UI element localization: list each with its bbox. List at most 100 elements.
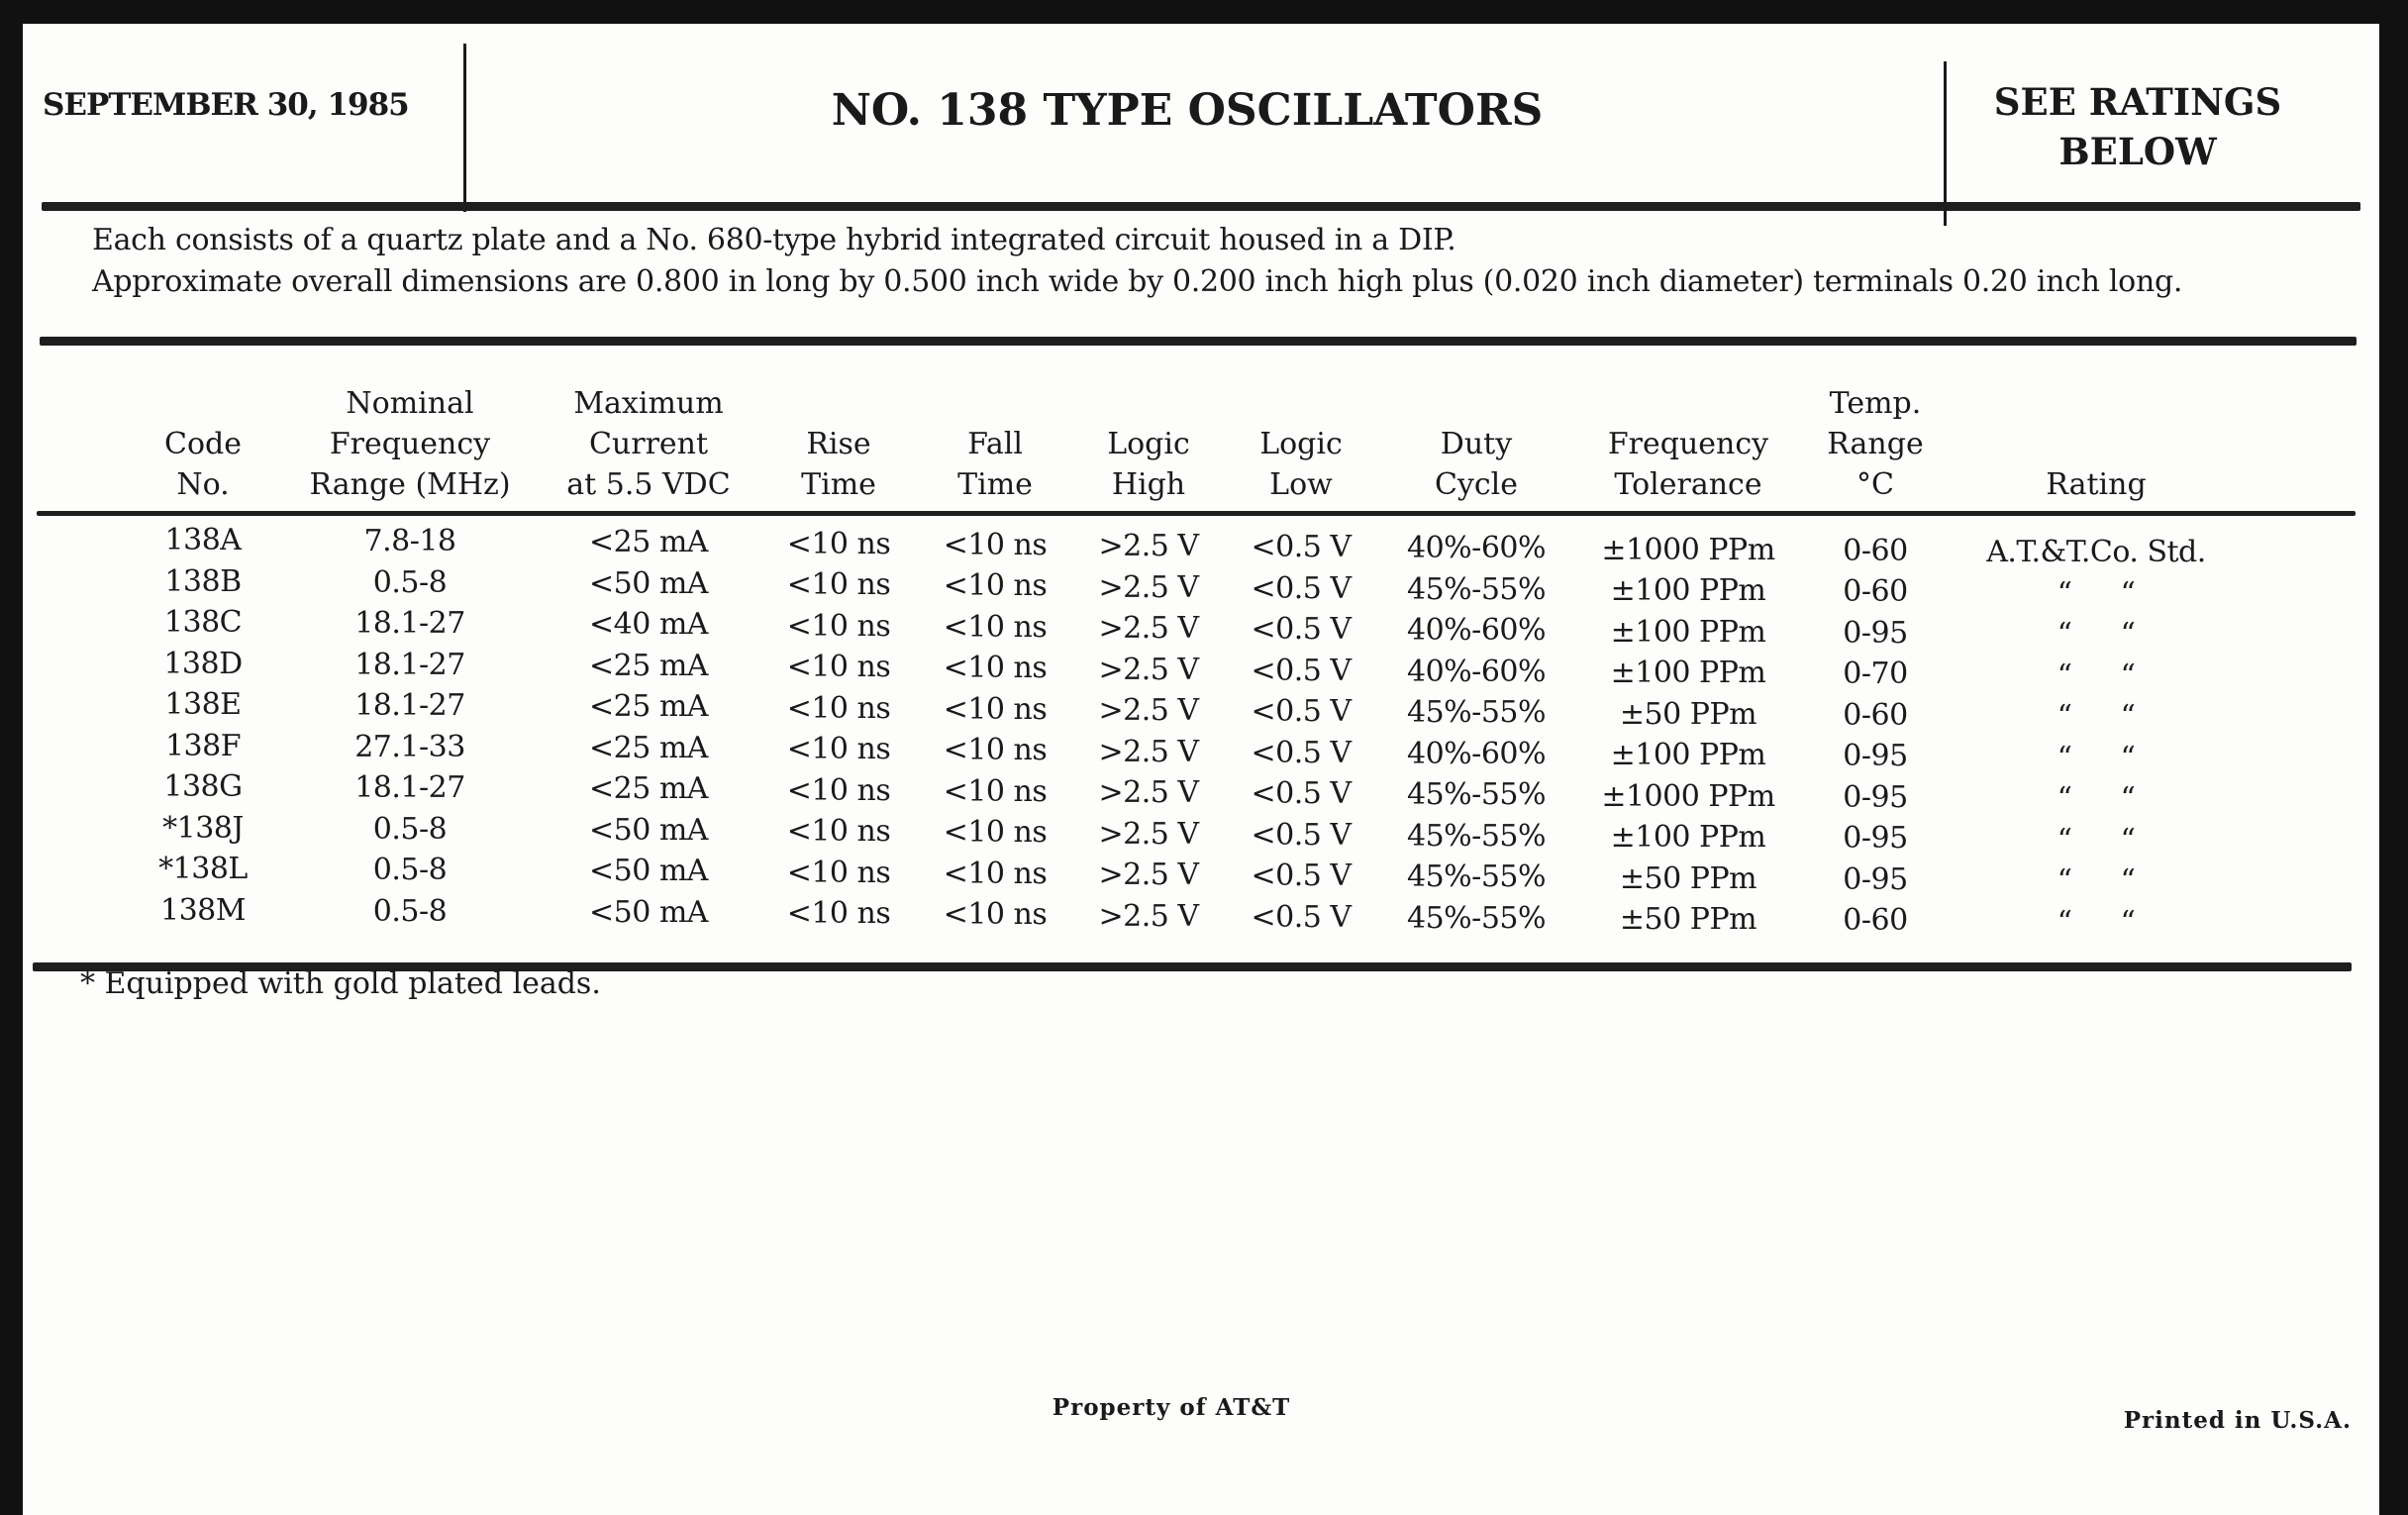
cell-rise-time: <10 ns <box>786 732 891 767</box>
header-rule <box>42 202 2360 211</box>
cell-duty-cycle: 45%-55% <box>1407 859 1547 895</box>
cell-frequency-tolerance: ±100 PPm <box>1610 656 1766 691</box>
cell-rating: “ “ <box>2057 822 2136 858</box>
cell-rating: A.T.&T.Co. Std. <box>1986 535 2206 569</box>
cell-logic-low: <0.5 V <box>1251 653 1352 688</box>
cell-logic-high: >2.5 V <box>1098 693 1199 728</box>
cell-logic-low: <0.5 V <box>1251 570 1352 606</box>
cell-rise-time: <10 ns <box>786 526 891 561</box>
column-header-line: High <box>1111 467 1186 502</box>
cell-rise-time: <10 ns <box>786 814 891 850</box>
intro-rule <box>40 337 2357 346</box>
column-header-line: Nominal <box>346 386 474 421</box>
column-header-line: Duty <box>1440 427 1513 461</box>
document-page: SEPTEMBER 30, 1985 NO. 138 TYPE OSCILLAT… <box>23 24 2379 1515</box>
ratings-note-line1: SEE RATINGS <box>1993 80 2282 124</box>
cell-max-current: <25 mA <box>589 525 708 560</box>
cell-code: 138C <box>163 605 243 640</box>
cell-rating: “ “ <box>2057 904 2136 940</box>
column-header-line: Rating <box>2046 467 2147 502</box>
column-header-line: Current <box>588 427 709 461</box>
column-header-line: Range (MHz) <box>309 467 511 502</box>
cell-logic-low: <0.5 V <box>1251 694 1352 730</box>
cell-duty-cycle: 40%-60% <box>1407 736 1547 771</box>
column-header-line: No. <box>176 467 230 502</box>
page-title: NO. 138 TYPE OSCILLATORS <box>831 85 1544 136</box>
printed-notice: Printed in U.S.A. <box>2123 1407 2352 1434</box>
column-header-temp-range: Temp. Range °C <box>1827 383 1923 505</box>
column-header-line: Range <box>1827 427 1924 461</box>
cell-max-current: <50 mA <box>589 894 708 930</box>
cell-frequency-range: 0.5-8 <box>372 811 448 847</box>
cell-fall-time: <10 ns <box>943 527 1048 562</box>
cell-logic-high: >2.5 V <box>1098 611 1199 646</box>
cell-temp-range: 0-95 <box>1843 615 1908 651</box>
cell-frequency-range: 18.1-27 <box>354 606 465 642</box>
cell-max-current: <25 mA <box>589 689 708 725</box>
header-divider-right <box>1944 61 1947 226</box>
cell-logic-high: >2.5 V <box>1098 898 1199 934</box>
column-header-logic-high: Logic High <box>1107 424 1190 505</box>
cell-frequency-tolerance: ±100 PPm <box>1610 820 1766 856</box>
column-header-line: Maximum <box>573 386 724 421</box>
column-header-line: Logic <box>1107 427 1190 461</box>
cell-rating: “ “ <box>2057 657 2136 693</box>
cell-duty-cycle: 45%-55% <box>1407 777 1547 813</box>
cell-fall-time: <10 ns <box>943 773 1048 809</box>
cell-logic-low: <0.5 V <box>1251 530 1352 565</box>
cell-temp-range: 0-95 <box>1843 779 1908 815</box>
column-header-duty-cycle: Duty Cycle <box>1435 424 1518 505</box>
intro-text: Each consists of a quartz plate and a No… <box>92 220 2182 303</box>
cell-frequency-tolerance: ±100 PPm <box>1610 738 1766 773</box>
cell-duty-cycle: 45%-55% <box>1407 571 1547 607</box>
cell-temp-range: 0-60 <box>1843 903 1908 939</box>
cell-temp-range: 0-60 <box>1843 697 1908 733</box>
cell-temp-range: 0-95 <box>1843 739 1908 774</box>
cell-max-current: <25 mA <box>589 771 708 807</box>
cell-code: 138B <box>164 563 242 599</box>
cell-frequency-range: 18.1-27 <box>354 688 465 724</box>
cell-duty-cycle: 40%-60% <box>1407 613 1547 649</box>
cell-code: 138A <box>164 523 242 557</box>
cell-rating: “ “ <box>2057 740 2136 775</box>
cell-code: 138E <box>164 687 242 722</box>
table-header-rule <box>37 511 2356 516</box>
cell-rise-time: <10 ns <box>786 608 891 644</box>
cell-fall-time: <10 ns <box>943 897 1048 933</box>
column-header-logic-low: Logic Low <box>1259 424 1343 505</box>
column-header-line: Time <box>957 467 1033 502</box>
cell-rise-time: <10 ns <box>786 855 891 890</box>
cell-duty-cycle: 40%-60% <box>1407 654 1547 689</box>
cell-frequency-tolerance: ±50 PPm <box>1619 860 1757 896</box>
cell-code: 138F <box>164 728 242 763</box>
cell-rise-time: <10 ns <box>786 650 891 685</box>
cell-rating: “ “ <box>2057 699 2136 734</box>
cell-rise-time: <10 ns <box>786 896 891 932</box>
cell-frequency-range: 27.1-33 <box>354 729 465 764</box>
cell-logic-high: >2.5 V <box>1098 858 1199 892</box>
cell-frequency-range: 0.5-8 <box>372 893 448 929</box>
cell-temp-range: 0-95 <box>1843 861 1908 897</box>
cell-rating: “ “ <box>2057 617 2136 652</box>
ratings-note: SEE RATINGS BELOW <box>1994 77 2281 176</box>
cell-temp-range: 0-60 <box>1843 533 1908 568</box>
column-header-line: Time <box>801 467 876 502</box>
column-header-fall-time: Fall Time <box>957 424 1033 505</box>
cell-logic-high: >2.5 V <box>1098 652 1199 687</box>
cell-logic-low: <0.5 V <box>1251 735 1352 770</box>
cell-code: *138L <box>158 852 248 886</box>
column-header-line: Code <box>164 427 242 461</box>
cell-rise-time: <10 ns <box>786 690 891 726</box>
cell-duty-cycle: 45%-55% <box>1407 695 1547 731</box>
cell-frequency-tolerance: ±100 PPm <box>1610 573 1766 609</box>
cell-frequency-tolerance: ±50 PPm <box>1619 696 1757 732</box>
cell-fall-time: <10 ns <box>943 651 1048 686</box>
table-bottom-rule <box>33 962 2352 971</box>
cell-frequency-tolerance: ±50 PPm <box>1619 902 1757 938</box>
column-header-line: at 5.5 VDC <box>566 467 731 502</box>
cell-frequency-range: 0.5-8 <box>372 564 448 600</box>
footnote: * Equipped with gold plated leads. <box>80 966 601 1001</box>
column-header-line: Cycle <box>1434 467 1519 502</box>
cell-temp-range: 0-95 <box>1843 821 1908 857</box>
cell-fall-time: <10 ns <box>943 691 1048 727</box>
